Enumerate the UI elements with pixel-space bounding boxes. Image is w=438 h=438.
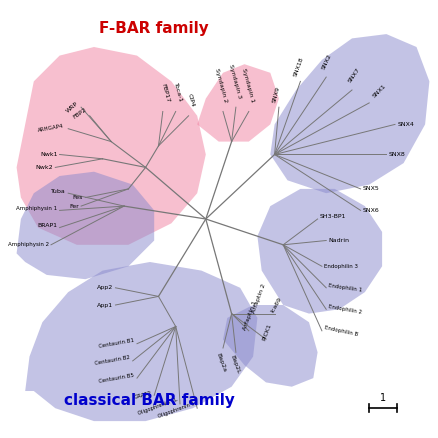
Text: App2: App2 [97,285,113,290]
Text: Endophilin 2: Endophilin 2 [328,304,363,315]
Text: App1: App1 [97,303,113,307]
Text: Bap2a: Bap2a [215,352,226,373]
Text: Nwk1: Nwk1 [40,152,57,157]
Text: CIP4: CIP4 [187,92,195,107]
Polygon shape [25,262,258,421]
Text: SNX7: SNX7 [347,67,361,84]
Text: Centaurin B2: Centaurin B2 [94,355,131,367]
Text: BRAP1: BRAP1 [37,223,57,228]
Text: ARHGAP4: ARHGAP4 [37,124,64,134]
Text: GRAF2: GRAF2 [133,391,152,400]
Text: Syndapin 1: Syndapin 1 [241,68,255,103]
Text: SNX8: SNX8 [389,152,405,157]
Text: Nadrin: Nadrin [328,238,350,243]
Text: Endophilin 3: Endophilin 3 [324,264,358,269]
Text: Oligophrenin 1: Oligophrenin 1 [157,401,195,419]
Text: Centaurin B1: Centaurin B1 [99,338,135,349]
Text: SNX5: SNX5 [363,187,379,191]
Text: Centaurin B5: Centaurin B5 [99,373,135,384]
Text: F-BAR family: F-BAR family [99,21,209,36]
Text: Ica69: Ica69 [270,296,283,314]
Text: classical BAR family: classical BAR family [64,393,235,408]
Text: Arfaptin 2: Arfaptin 2 [251,283,266,314]
Text: PICK1: PICK1 [262,323,273,342]
Text: Amphiphysin 1: Amphiphysin 1 [16,206,57,211]
Text: SH3-BP1: SH3-BP1 [320,214,346,219]
Text: Fes: Fes [73,195,83,200]
Text: WRP: WRP [65,101,79,113]
Text: Arfaptin 1: Arfaptin 1 [242,300,257,331]
Text: FBP2: FBP2 [72,107,88,120]
Polygon shape [197,64,279,141]
Polygon shape [17,172,154,279]
Polygon shape [17,47,206,245]
Text: 1: 1 [380,393,386,403]
Polygon shape [258,189,382,314]
Polygon shape [270,34,429,193]
Text: SNX4: SNX4 [397,122,414,127]
Text: Oligophrenin 1L: Oligophrenin 1L [137,396,178,416]
Text: SNX6: SNX6 [363,208,379,213]
Text: SNX18: SNX18 [293,56,304,77]
Text: Fer: Fer [69,204,79,208]
Text: Toca-1: Toca-1 [173,82,183,103]
Text: SNX9: SNX9 [272,85,281,103]
Text: Syndapin 3: Syndapin 3 [228,63,242,99]
Polygon shape [223,305,318,387]
Text: Endophilin B: Endophilin B [324,325,358,337]
Text: Syndapin 2: Syndapin 2 [214,67,228,103]
Text: FBP17: FBP17 [160,83,170,103]
Text: Nwk2: Nwk2 [35,165,53,170]
Text: Tuba: Tuba [51,188,66,194]
Text: Endophilin 1: Endophilin 1 [328,283,363,293]
Text: SNX1: SNX1 [371,83,387,99]
Text: Bap2L: Bap2L [230,354,241,374]
Text: Amphiphysin 2: Amphiphysin 2 [8,242,49,247]
Text: SNX2: SNX2 [321,53,333,71]
